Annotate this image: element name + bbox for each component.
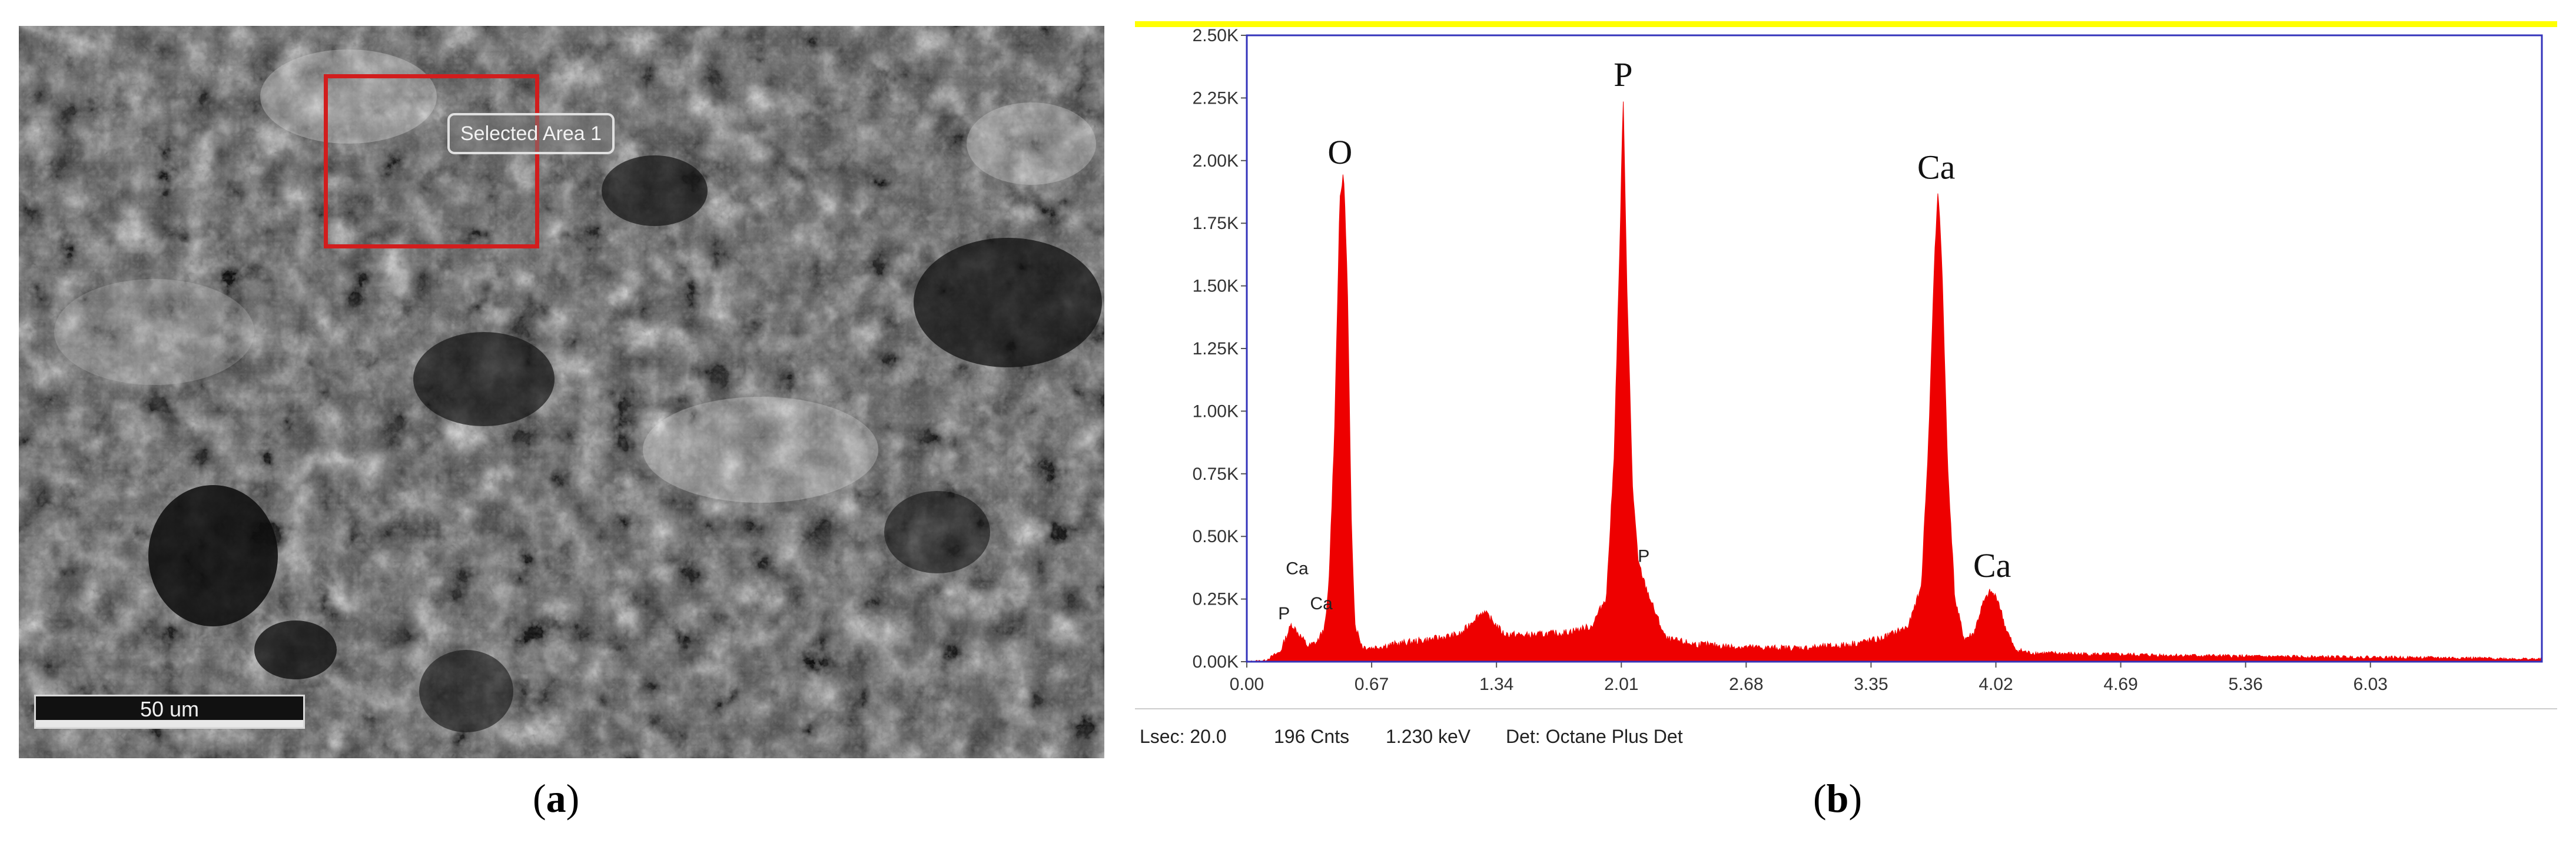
y-tick-label: 1.50K: [1193, 277, 1239, 296]
x-tick-label: 1.34: [1479, 675, 1513, 694]
y-tick-label: 0.00K: [1193, 652, 1239, 672]
eds-spectrum-panel: 0.00K 0.25K 0.50K 0.75K 1.00K 1.25K 1.50K 1.75K…: [1135, 21, 2557, 765]
caption-b-letter: b: [1826, 776, 1849, 821]
y-tick-label: 2.00K: [1193, 151, 1239, 171]
peak-label-ca: Ca: [1286, 559, 1309, 579]
x-tick-label: 5.36: [2228, 675, 2262, 694]
caption-a-open: (: [533, 776, 546, 821]
peak-label-p: P: [1614, 55, 1632, 94]
peak-label-o: O: [1327, 133, 1352, 171]
y-tick-label: 0.50K: [1193, 527, 1239, 546]
footer-kev: 1.230 keV: [1386, 726, 1471, 747]
caption-a-letter: a: [546, 776, 566, 821]
selected-area-label: Selected Area 1: [447, 113, 615, 154]
x-tick-label: 4.69: [2103, 675, 2137, 694]
y-tick-label: 2.50K: [1193, 26, 1239, 45]
scale-bar-label: 50 um: [140, 697, 200, 721]
footer-lsec: Lsec: 20.0: [1140, 726, 1227, 747]
x-tick-label: 0.00: [1230, 675, 1264, 694]
footer-detector: Det: Octane Plus Det: [1506, 726, 1683, 747]
spectrum-area: [1246, 101, 2542, 662]
x-tick-label: 0.67: [1355, 675, 1389, 694]
y-tick-label: 0.25K: [1193, 590, 1239, 609]
sem-micrograph: Selected Area 1 50 um: [19, 26, 1104, 758]
y-tick-label: 1.75K: [1193, 214, 1239, 233]
y-tick-label: 1.25K: [1193, 339, 1239, 359]
peak-label-p: P: [1278, 604, 1290, 623]
y-tick-label: 0.75K: [1193, 464, 1239, 484]
scale-bar-strip: [36, 720, 303, 727]
caption-b-close: ): [1848, 776, 1863, 821]
top-yellow-band: [1135, 21, 2557, 27]
peak-label-p: P: [1638, 546, 1649, 566]
caption-a-close: ): [566, 776, 580, 821]
caption-b-open: (: [1813, 776, 1827, 821]
y-tick-label: 1.00K: [1193, 401, 1239, 421]
peak-label-ca: Ca: [1917, 148, 1955, 186]
peak-label-ca: Ca: [1310, 594, 1333, 613]
peak-label-ca: Ca: [1973, 546, 2011, 585]
x-tick-label: 6.03: [2353, 675, 2388, 694]
caption-a: (a): [533, 775, 579, 822]
selected-area-box: [324, 74, 539, 248]
x-tick-label: 2.01: [1604, 675, 1638, 694]
footer-counts: 196 Cnts: [1274, 726, 1349, 747]
eds-spectrum-chart: 0.00K 0.25K 0.50K 0.75K 1.00K 1.25K 1.50K 1.75K…: [1135, 21, 2557, 765]
caption-b: (b): [1813, 775, 1862, 822]
plot-frame: [1246, 34, 2543, 663]
scale-bar: 50 um: [34, 695, 305, 729]
chart-background: [1135, 27, 2557, 765]
x-tick-label: 4.02: [1979, 675, 2013, 694]
y-tick-label: 2.25K: [1193, 88, 1239, 108]
x-tick-label: 2.68: [1729, 675, 1763, 694]
x-tick-label: 3.35: [1854, 675, 1888, 694]
